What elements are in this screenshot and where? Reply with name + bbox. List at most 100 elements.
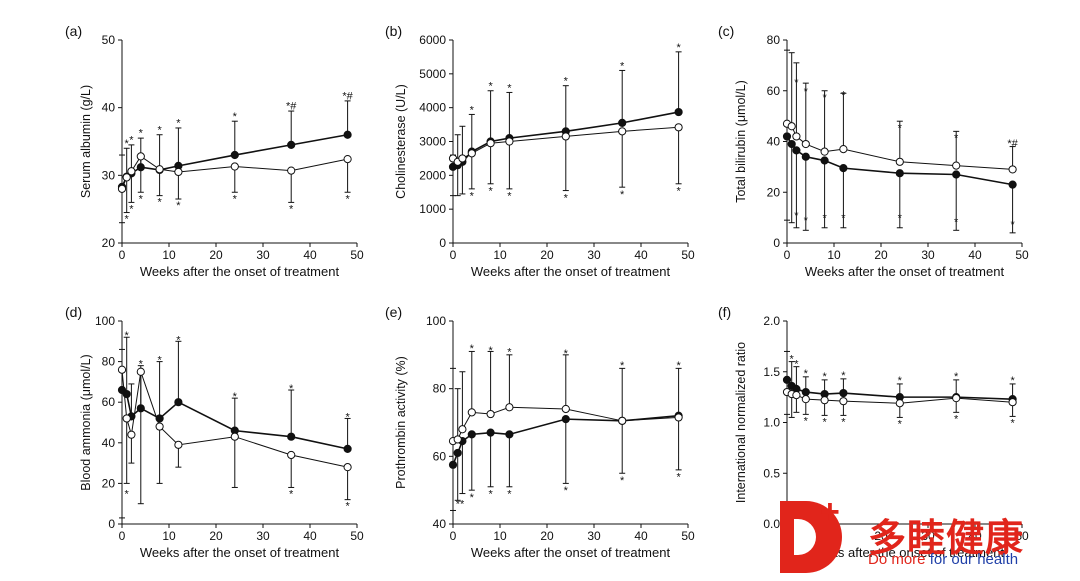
significance-mark: * xyxy=(954,133,959,145)
significance-mark: * xyxy=(804,86,809,98)
significance-mark: * xyxy=(470,492,475,504)
series-filled xyxy=(117,336,352,453)
significance-mark: * xyxy=(804,368,809,380)
data-point xyxy=(782,375,792,384)
significance-mark: * xyxy=(176,334,181,346)
y-tick-label: 6000 xyxy=(419,33,446,47)
significance-mark: * xyxy=(564,76,569,88)
data-point xyxy=(952,170,961,179)
significance-mark: * xyxy=(345,193,350,205)
significance-mark: * xyxy=(139,359,144,371)
data-point xyxy=(136,367,145,376)
data-point xyxy=(895,169,904,178)
panel-label: (d) xyxy=(65,304,82,320)
significance-mark: * xyxy=(898,213,903,225)
significance-mark: * xyxy=(125,489,130,501)
x-tick-label: 30 xyxy=(921,529,935,543)
data-point xyxy=(1008,180,1017,189)
logo-plus-icon: + xyxy=(820,493,840,531)
x-tick-label: 50 xyxy=(1015,248,1029,262)
data-point xyxy=(801,395,810,404)
data-point xyxy=(122,414,131,423)
data-point xyxy=(467,408,476,417)
significance-mark: * xyxy=(954,216,959,228)
x-tick-label: 10 xyxy=(827,248,841,262)
significance-mark: * xyxy=(954,413,959,425)
data-point xyxy=(343,130,352,139)
x-tick-label: 40 xyxy=(968,248,982,262)
data-point xyxy=(122,173,131,182)
x-tick-label: 10 xyxy=(493,529,507,543)
y-tick-label: 80 xyxy=(433,382,447,396)
data-point xyxy=(155,422,164,431)
x-axis-label: Weeks after the onset of treatment xyxy=(471,264,671,279)
data-point xyxy=(1008,398,1017,407)
data-point xyxy=(618,118,627,127)
data-point xyxy=(287,140,296,149)
significance-mark: * xyxy=(1010,219,1015,231)
x-tick-label: 50 xyxy=(681,248,695,262)
watermark-brand-en-red: Do more xyxy=(868,551,930,568)
x-tick-label: 20 xyxy=(209,248,223,262)
significance-mark: * xyxy=(233,111,238,123)
data-point xyxy=(287,450,296,460)
data-point xyxy=(458,425,467,434)
y-tick-label: 40 xyxy=(433,517,447,531)
data-point xyxy=(453,448,462,458)
series-open xyxy=(117,365,352,519)
y-tick-label: 80 xyxy=(102,355,116,369)
y-tick-label: 80 xyxy=(767,33,781,47)
data-point xyxy=(343,463,352,472)
y-tick-label: 2.0 xyxy=(763,314,780,328)
x-tick-label: 50 xyxy=(681,529,695,543)
x-tick-label: 40 xyxy=(303,248,317,262)
y-tick-label: 1000 xyxy=(419,202,446,216)
data-point xyxy=(820,156,829,165)
significance-mark: * xyxy=(233,193,238,205)
series-open xyxy=(117,152,352,224)
data-point xyxy=(127,167,136,176)
significance-mark: * xyxy=(564,485,569,497)
data-point xyxy=(505,403,514,412)
y-tick-label: 20 xyxy=(102,236,116,250)
data-point xyxy=(486,428,495,437)
y-axis-label: Blood ammonia (μmol/L) xyxy=(79,354,93,490)
x-tick-label: 40 xyxy=(303,529,317,543)
data-point xyxy=(448,460,458,469)
y-axis-label: Cholinesterase (U/L) xyxy=(394,84,408,199)
significance-mark: * xyxy=(841,213,846,225)
significance-mark: * xyxy=(157,197,162,209)
panel-label: (b) xyxy=(385,23,402,39)
significance-mark: * xyxy=(676,472,681,484)
data-point xyxy=(486,409,495,419)
significance-mark: * xyxy=(233,391,238,403)
chart-panel-c: (c) 0 20 40 60 80 0 10 20 30 40 50 Weeks after the o… xyxy=(718,23,1029,279)
data-point xyxy=(117,184,127,193)
data-point xyxy=(561,132,570,141)
x-tick-label: 0 xyxy=(119,529,126,543)
data-point xyxy=(155,165,164,174)
data-point xyxy=(801,387,810,397)
panel-label: (c) xyxy=(718,23,734,39)
data-point xyxy=(1008,165,1017,174)
watermark-logo: + 多睦健康 Do more for our health xyxy=(780,493,1072,575)
x-tick-label: 30 xyxy=(256,529,270,543)
data-point xyxy=(674,123,683,132)
y-tick-label: 20 xyxy=(767,185,781,199)
significance-mark: * xyxy=(898,123,903,135)
data-point xyxy=(230,150,239,160)
significance-mark: * xyxy=(488,489,493,501)
significance-mark: * xyxy=(620,60,625,72)
series-open xyxy=(782,387,1017,418)
panel-label: (f) xyxy=(718,304,731,320)
data-point xyxy=(618,127,627,136)
y-axis-label: Prothrombin activity (%) xyxy=(394,356,408,489)
significance-mark: * xyxy=(794,210,799,222)
x-axis-label: Weeks after the onset of treatment xyxy=(805,264,1005,279)
y-tick-label: 40 xyxy=(767,135,781,149)
data-point xyxy=(787,139,796,149)
data-point xyxy=(174,440,183,449)
significance-mark: * xyxy=(822,416,827,428)
x-tick-label: 40 xyxy=(968,529,982,543)
significance-mark: * xyxy=(289,489,294,501)
